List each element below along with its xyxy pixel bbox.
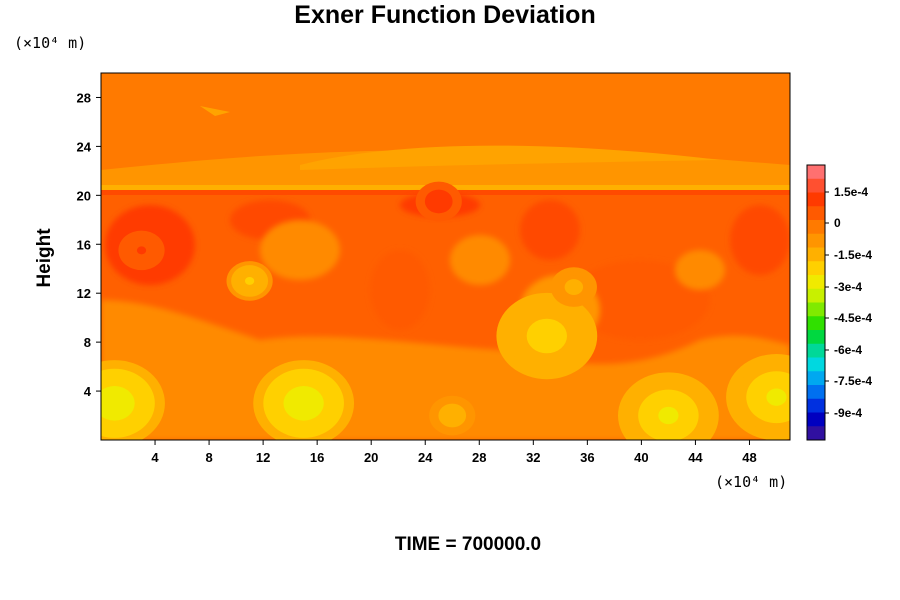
colorbar-swatch xyxy=(807,343,825,358)
feature-contour xyxy=(293,394,314,412)
colorbar-swatch xyxy=(807,398,825,413)
x-tick-label: 20 xyxy=(364,450,378,465)
feature-contour xyxy=(104,394,125,412)
field-feature xyxy=(415,181,462,222)
y-ticks: 4 8 12 16 20 24 28 xyxy=(77,90,101,399)
chart-title: Exner Function Deviation xyxy=(294,1,595,29)
field-feature xyxy=(101,360,165,440)
x-tick-label: 40 xyxy=(634,450,648,465)
y-axis-label: Height xyxy=(34,228,55,288)
field-feature xyxy=(496,292,598,380)
colorbar-swatch xyxy=(807,220,825,235)
colorbar-tick-label: -3e-4 xyxy=(834,280,862,294)
colorbar-tick-label: -6e-4 xyxy=(834,343,862,357)
field-feature xyxy=(226,261,273,301)
colorbar-tick-label: -1.5e-4 xyxy=(834,248,872,262)
colorbar-swatch xyxy=(807,275,825,290)
colorbar-swatch xyxy=(807,233,825,248)
feature-contour xyxy=(658,406,679,425)
x-tick-label: 32 xyxy=(526,450,540,465)
feature-contour xyxy=(569,283,579,292)
feature-contour xyxy=(434,197,444,206)
colorbar-swatch xyxy=(807,371,825,386)
x-tick-label: 48 xyxy=(742,450,756,465)
colorbar-swatch xyxy=(807,288,825,303)
colorbar-swatch xyxy=(807,206,825,221)
field-feature xyxy=(429,395,476,436)
colorbar-swatch xyxy=(807,357,825,372)
y-tick-label: 24 xyxy=(77,139,92,154)
colorbar-swatch xyxy=(807,178,825,193)
field-feature xyxy=(550,267,597,307)
x-tick-label: 24 xyxy=(418,450,433,465)
field-feature xyxy=(118,230,165,271)
colorbar-swatch xyxy=(807,330,825,345)
y-tick-label: 16 xyxy=(77,237,91,252)
plot-area xyxy=(101,73,790,440)
feature-contour xyxy=(136,246,147,255)
colorbar-frame xyxy=(806,164,826,441)
y-tick-label: 20 xyxy=(77,188,91,203)
colorbar-swatch xyxy=(807,302,825,317)
colorbar-swatch xyxy=(807,247,825,262)
x-tick-label: 12 xyxy=(256,450,270,465)
field-feature xyxy=(618,372,719,440)
x-tick-label: 8 xyxy=(205,450,212,465)
colorbar-swatch xyxy=(807,412,825,427)
colorbar-tick-label: -9e-4 xyxy=(834,406,862,420)
x-tick-label: 28 xyxy=(472,450,486,465)
field-feature xyxy=(726,353,790,440)
colorbar-tick-label: -7.5e-4 xyxy=(834,374,872,388)
colorbar-swatch xyxy=(807,192,825,207)
x-tick-label: 44 xyxy=(688,450,703,465)
x-tick-label: 36 xyxy=(580,450,594,465)
x-ticks: 4 8 12 16 20 24 28 32 36 40 44 48 xyxy=(151,440,757,465)
plot-frame xyxy=(100,72,791,441)
colorbar-ticks: 1.5e-4 0 -1.5e-4 -3e-4 -4.5e-4 -6e-4 -7.5e-4 -9… xyxy=(825,185,872,420)
x-unit-label: (×10⁴ m) xyxy=(715,473,787,491)
feature-contour xyxy=(244,277,255,285)
field-feature xyxy=(253,360,355,440)
y-tick-label: 4 xyxy=(84,384,92,399)
streak-layer xyxy=(101,106,790,195)
colorbar-tick-label: 1.5e-4 xyxy=(834,185,868,199)
y-unit-label: (×10⁴ m) xyxy=(14,34,86,52)
features xyxy=(101,181,790,440)
y-tick-label: 12 xyxy=(77,286,91,301)
y-tick-label: 28 xyxy=(77,90,91,105)
colorbar-swatch xyxy=(807,316,825,331)
colorbar-swatch xyxy=(807,385,825,400)
time-label: TIME = 700000.0 xyxy=(395,534,541,555)
colorbar-tick-label: 0 xyxy=(834,216,841,230)
colorbar xyxy=(806,164,826,441)
feature-contour xyxy=(536,327,557,345)
x-tick-label: 16 xyxy=(310,450,324,465)
y-tick-label: 8 xyxy=(84,335,91,350)
colorbar-swatch xyxy=(807,165,825,180)
colorbar-swatch xyxy=(807,261,825,276)
feature-contour xyxy=(447,411,457,420)
colorbar-swatch xyxy=(807,426,825,441)
feature-contour xyxy=(766,388,787,406)
colorbar-tick-label: -4.5e-4 xyxy=(834,311,872,325)
x-tick-label: 4 xyxy=(151,450,159,465)
